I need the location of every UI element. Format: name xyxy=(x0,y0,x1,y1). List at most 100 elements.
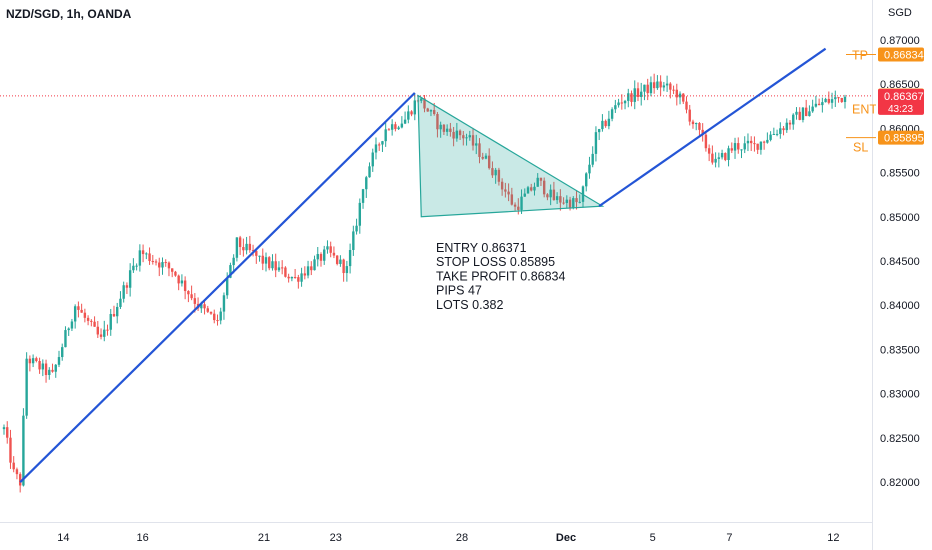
candle-body xyxy=(720,153,724,158)
candle-body xyxy=(442,124,446,132)
candle-body xyxy=(536,177,539,187)
candle-body xyxy=(636,88,640,97)
candle-body xyxy=(484,155,488,159)
trendline-1[interactable] xyxy=(19,92,416,483)
candle-body xyxy=(216,320,219,322)
candle-body xyxy=(562,202,565,204)
candle-body xyxy=(378,144,381,146)
candle-body xyxy=(591,153,594,165)
candle-body xyxy=(12,462,15,470)
candle-body xyxy=(310,266,313,271)
candle-body xyxy=(523,193,526,197)
candle-body xyxy=(698,123,701,130)
candle-body xyxy=(410,111,413,115)
candle-body xyxy=(264,257,268,264)
candle-body xyxy=(779,128,782,134)
candle-body xyxy=(811,106,814,112)
triangle-pattern[interactable] xyxy=(417,94,605,218)
candle-body xyxy=(766,139,769,143)
trade-note-line: STOP LOSS 0.85895 xyxy=(436,255,555,269)
candle-body xyxy=(323,249,326,261)
candle-body xyxy=(711,153,714,163)
candle-body xyxy=(106,329,109,331)
candle-body xyxy=(300,273,303,282)
candle-body xyxy=(164,262,167,264)
candle-body xyxy=(500,181,504,190)
candle-body xyxy=(682,93,685,102)
candle-body xyxy=(759,141,763,150)
candle-body xyxy=(769,134,772,140)
candle-body xyxy=(64,330,67,348)
candle-body xyxy=(365,177,368,190)
candle-body xyxy=(154,261,158,263)
candle-body xyxy=(54,364,57,372)
candle-body xyxy=(678,93,682,98)
candle-body xyxy=(843,96,847,103)
candle-body xyxy=(542,180,546,195)
candle-body xyxy=(685,101,688,110)
candle-body xyxy=(617,102,620,106)
candle-body xyxy=(125,285,129,288)
candle-body xyxy=(31,358,35,364)
y-tick-label: 0.84500 xyxy=(880,256,920,268)
candle-body xyxy=(439,124,442,130)
candle-body xyxy=(128,270,132,288)
candle-body xyxy=(730,148,733,151)
candle-body xyxy=(119,298,122,307)
candle-body xyxy=(28,358,32,364)
candle-body xyxy=(352,231,355,251)
candle-body xyxy=(381,141,384,145)
candle-body xyxy=(109,314,112,330)
x-tick-label: 7 xyxy=(726,532,732,544)
candle-body xyxy=(77,306,80,310)
candle-body xyxy=(25,358,28,416)
candle-body xyxy=(633,88,636,102)
candle-body xyxy=(526,187,530,194)
candle-body xyxy=(67,328,70,331)
svg-text:0.86367: 0.86367 xyxy=(884,91,924,103)
candle-body xyxy=(277,267,281,271)
candle-body xyxy=(746,140,750,144)
candle-body xyxy=(2,427,6,430)
candle-body xyxy=(640,91,643,97)
candle-body xyxy=(297,277,300,282)
candle-body xyxy=(740,149,743,151)
trendline-2[interactable] xyxy=(598,47,827,208)
candle-body xyxy=(695,123,698,125)
candle-body xyxy=(255,250,258,256)
candle-body xyxy=(48,369,51,375)
candle-body xyxy=(691,121,695,125)
candle-body xyxy=(801,107,805,120)
candle-body xyxy=(306,266,310,276)
candle-body xyxy=(287,276,290,279)
candle-body xyxy=(737,143,740,150)
candle-body xyxy=(368,166,371,178)
candle-body xyxy=(206,308,209,312)
candle-body xyxy=(358,202,362,226)
candle-body xyxy=(229,265,232,278)
candle-body xyxy=(423,98,426,109)
candle-body xyxy=(513,204,517,207)
candle-body xyxy=(374,144,378,153)
candle-body xyxy=(491,168,494,176)
currency-label: SGD xyxy=(888,7,912,19)
candle-body xyxy=(407,111,410,120)
x-tick-label: 28 xyxy=(456,532,468,544)
candle-body xyxy=(209,311,213,314)
candle-body xyxy=(174,271,177,276)
candle-body xyxy=(530,187,533,191)
price-label-sl: 0.85895 SL xyxy=(846,130,924,155)
candle-body xyxy=(420,98,423,101)
candle-body xyxy=(183,280,187,292)
candle-body xyxy=(497,169,501,182)
candle-body xyxy=(280,267,284,269)
candle-body xyxy=(814,103,818,107)
candle-body xyxy=(313,259,316,271)
candle-body xyxy=(332,252,336,256)
trade-note-line: LOTS 0.382 xyxy=(436,298,503,312)
y-tick-label: 0.83500 xyxy=(880,344,920,356)
candle-body xyxy=(132,265,135,271)
